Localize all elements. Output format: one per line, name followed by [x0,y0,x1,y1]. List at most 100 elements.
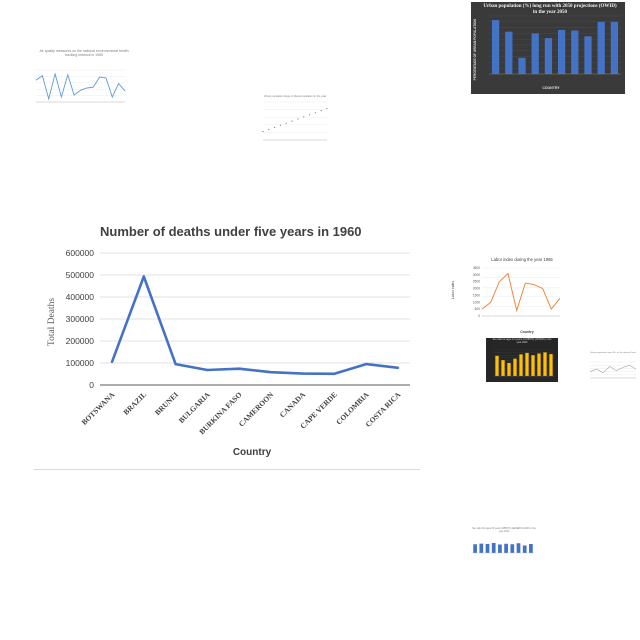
thumbnail-bar [479,543,484,553]
air-quality-thumbnail-title: Air quality measures on the national env… [39,49,129,57]
thumbnail-bar [473,544,477,553]
thumbnail-bar [543,352,547,376]
thumbnail-bar [557,29,566,75]
thumbnail-data-point [303,116,305,118]
main-chart-x-tick-label: CANADA [278,390,308,420]
main-chart-data-points [110,275,400,375]
main-chart-x-tick-label: BOTSWANA [80,390,117,427]
urban-scatter-thumbnail-chart[interactable]: Urban population large or liberal popula… [245,95,335,146]
main-chart-y-tick-label: 0 [89,380,94,390]
main-chart-data-point[interactable] [333,372,336,375]
urban-population-chart-title: Urban population (%) long run with 2050 … [483,4,617,15]
urban-ages-thumbnail-svg [589,361,637,379]
urban-ages-thumbnail-title: Urban population ages 65+ at the nationa… [590,352,636,354]
thumbnail-bar [519,354,523,376]
thumbnail-data-point [268,128,270,131]
thumbnail-data-point [279,124,282,126]
thumbnail-bar [516,543,521,553]
main-chart-data-point[interactable] [206,368,209,372]
main-chart-data-point[interactable] [110,360,114,364]
urban-population-xlabel: COUNTRY [542,86,560,90]
main-chart-data-point[interactable] [237,367,241,370]
sex-ratio-blue-thumbnail-chart[interactable]: Sex ratio for ages 60 years (WBDH) (GENE… [462,527,540,570]
sex-ratio-dark-thumbnail-chart[interactable]: Sex ratio for ages 0-4 years (CANDHS) (O… [486,338,558,382]
thumbnail-bar [507,363,511,376]
thumbnail-bar [525,352,529,376]
air-quality-thumbnail-chart[interactable]: Air quality measures on the national env… [10,49,130,130]
main-chart-data-point[interactable] [174,362,177,366]
thumbnail-bar [491,20,500,75]
thumbnail-y-tick-label: 1500 [473,293,480,297]
thumbnail-bar [584,36,592,74]
thumbnail-y-tick-label: 1000 [473,300,480,304]
urban-scatter-thumbnail-svg [262,101,328,141]
thumbnail-bar [597,21,605,74]
main-chart-x-axis-label: Country [233,447,272,458]
labor-index-thumbnail-chart[interactable]: Labor index during the year 1965 Labor i… [451,257,562,338]
sex-ratio-blue-thumbnail-svg [472,543,534,554]
thumbnail-bar [498,544,502,553]
thumbnail-data-point [326,107,328,110]
main-chart-y-axis-label: Total Deaths [47,298,57,346]
thumbnail-bar [571,30,579,74]
main-chart-x-tick-label: BRUNEI [153,390,180,417]
thumbnail-bar [531,355,535,376]
urban-population-ylabel: PERCENTAGE OF URBAN POPULATION [473,19,478,81]
thumbnail-bar [510,544,515,553]
main-chart-divider [34,469,420,470]
main-chart-data-point[interactable] [269,371,273,374]
thumbnail-series-line [481,272,561,313]
labor-index-thumbnail-xlabel: Country [520,330,534,334]
deaths-under-five-line-chart[interactable]: 0 100000 200000 300000 400000 500000 600000 BO… [30,215,425,475]
main-chart-y-tick-label: 600000 [66,248,95,258]
main-chart-y-tick-label: 300000 [66,314,95,324]
thumbnail-bar [495,355,499,376]
thumbnail-data-point [262,131,264,133]
thumbnail-bar [505,31,513,74]
sex-ratio-dark-thumbnail-svg [494,349,554,377]
main-chart-y-tick-label: 200000 [66,336,95,346]
thumbnail-y-tick-label: 3500 [473,266,480,270]
urban-population-svg [489,15,621,75]
main-chart-y-tick-labels: 0 100000 200000 300000 400000 500000 600000 [66,248,95,390]
air-quality-thumbnail-svg [35,69,126,103]
main-chart-data-point[interactable] [142,275,145,278]
thumbnail-bar [529,544,533,553]
main-chart-x-tick-label: BRAZIL [121,390,148,417]
thumbnail-bar [531,33,539,74]
thumbnail-y-tick-label: 0 [478,314,480,318]
thumbnail-bar [485,544,490,553]
main-chart-data-point[interactable] [396,366,400,370]
thumbnail-bar [549,354,553,376]
thumbnail-bar [513,358,517,376]
urban-ages-thumbnail-chart[interactable]: Urban population ages 65+ at the nationa… [584,352,640,386]
thumbnail-data-point [285,122,287,124]
main-chart-y-tick-label: 100000 [66,358,95,368]
thumbnail-data-point [314,112,316,114]
main-chart-title: Number of deaths under five years in 196… [100,224,362,239]
thumbnail-y-tick-label: 3000 [473,273,480,277]
sex-ratio-dark-thumbnail-title: Sex ratio for ages 0-4 years (CANDHS) (O… [492,338,552,344]
thumbnail-bar [544,38,553,74]
thumbnail-data-point [308,114,311,116]
labor-index-thumbnail-title: Labor index during the year 1965 [491,257,553,262]
thumbnail-series-line [589,364,637,374]
main-chart-data-point[interactable] [301,372,304,375]
main-chart-gridlines [100,252,410,386]
thumbnail-y-tick-label: 2500 [473,280,480,284]
thumbnail-data-point [291,120,293,122]
main-chart-data-point[interactable] [365,362,368,366]
main-chart-y-tick-label: 500000 [66,270,95,280]
thumbnail-bar [501,360,505,376]
main-chart-x-tick-label: CAMEROON [237,390,276,429]
sex-ratio-blue-thumbnail-title: Sex ratio for ages 60 years (WBDH) (GENE… [472,527,536,533]
urban-population-bar-chart[interactable]: Urban population (%) long run with 2050 … [471,2,625,94]
urban-scatter-thumbnail-title: Urban population large or liberal popula… [263,95,327,98]
thumbnail-bar [537,353,541,376]
main-chart-series-line [110,275,399,376]
thumbnail-bar [504,543,508,553]
thumbnail-data-point [274,126,276,129]
thumbnail-y-tick-label: 500 [475,307,481,311]
labor-index-thumbnail-svg: 0 500 1000 1500 2000 2500 3000 3500 [473,266,561,318]
